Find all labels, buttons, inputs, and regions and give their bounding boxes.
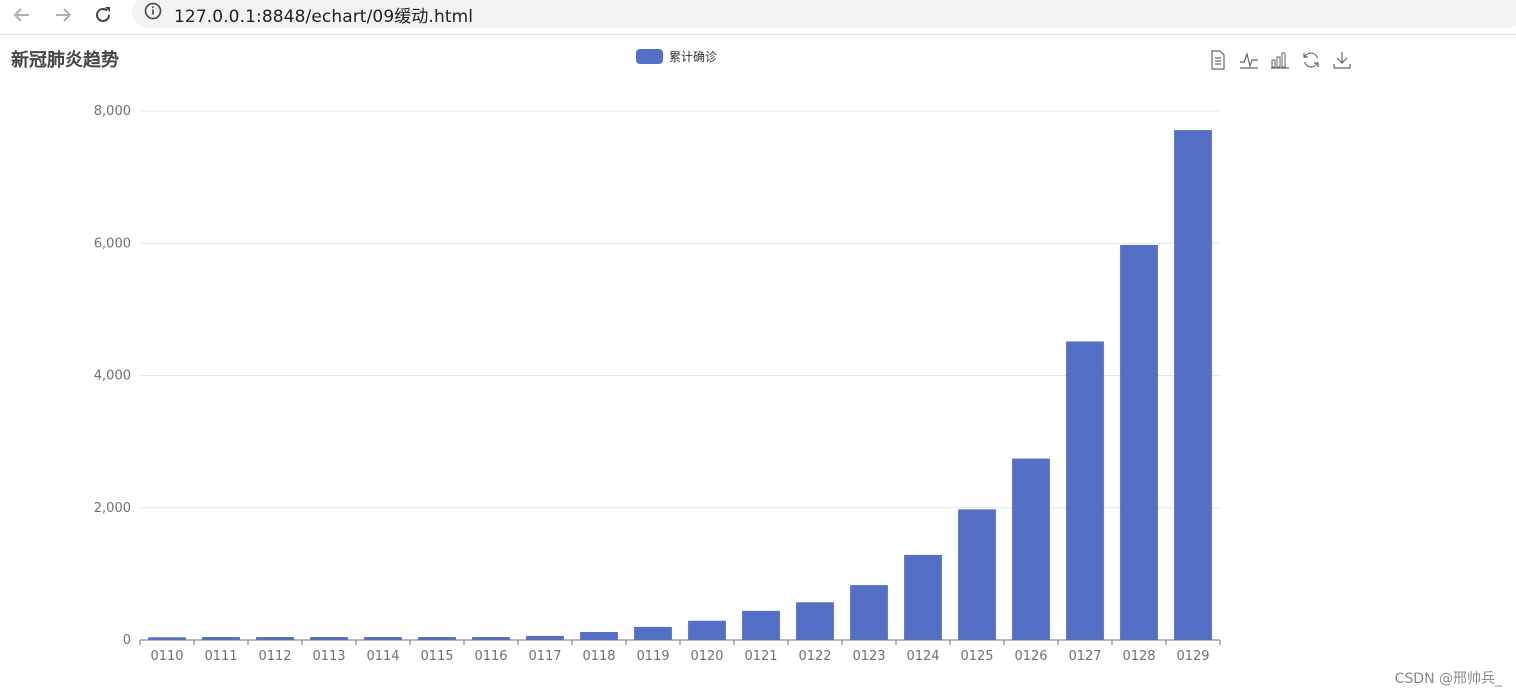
reload-icon[interactable] (90, 2, 116, 28)
bar[interactable] (850, 585, 888, 640)
bar[interactable] (364, 637, 402, 640)
x-tick-label: 0117 (528, 649, 561, 664)
y-tick-label: 4,000 (94, 369, 131, 384)
x-tick-label: 0115 (420, 649, 453, 664)
x-tick-label: 0120 (690, 649, 723, 664)
x-tick-label: 0112 (258, 649, 291, 664)
toolbox (1208, 50, 1352, 70)
line-chart-icon[interactable] (1239, 50, 1259, 70)
bar[interactable] (904, 554, 942, 640)
bar[interactable] (526, 635, 564, 640)
address-bar[interactable]: 127.0.0.1:8848/echart/09缓动.html (132, 0, 1516, 28)
bar[interactable] (742, 610, 780, 640)
x-tick-label: 0114 (366, 649, 399, 664)
save-image-icon[interactable] (1332, 50, 1352, 70)
bars (148, 130, 1212, 641)
browser-toolbar: 127.0.0.1:8848/echart/09缓动.html (0, 0, 1516, 35)
y-tick-label: 2,000 (94, 501, 131, 516)
y-tick-label: 6,000 (94, 236, 131, 251)
url-text[interactable]: 127.0.0.1:8848/echart/09缓动.html (174, 7, 474, 27)
x-tick-label: 0126 (1014, 649, 1047, 664)
bar[interactable] (256, 637, 294, 640)
bar[interactable] (688, 620, 726, 640)
bar[interactable] (472, 637, 510, 640)
bar[interactable] (1120, 244, 1158, 641)
restore-icon[interactable] (1301, 50, 1321, 70)
x-tick-label: 0128 (1122, 649, 1155, 664)
legend-swatch[interactable] (636, 49, 663, 64)
x-tick-label: 0113 (312, 649, 345, 664)
legend-label[interactable]: 累计确诊 (669, 50, 718, 64)
x-tick-label: 0119 (636, 649, 669, 664)
y-tick-label: 8,000 (94, 104, 131, 119)
data-view-icon[interactable] (1208, 50, 1228, 70)
info-icon[interactable] (144, 2, 162, 24)
x-tick-label: 0124 (906, 649, 939, 664)
bar[interactable] (796, 602, 834, 640)
grid-lines (140, 110, 1220, 509)
x-tick-label: 0118 (582, 649, 615, 664)
legend[interactable]: 累计确诊 (636, 48, 717, 65)
x-tick-label: 0116 (474, 649, 507, 664)
axes: 0 2,000 4,000 6,000 8,000 0110 0111 0112 0113 011… (94, 104, 1221, 664)
bar[interactable] (148, 637, 186, 640)
bar[interactable] (580, 631, 618, 640)
bar[interactable] (202, 637, 240, 640)
bar-chart-icon[interactable] (1270, 50, 1290, 70)
bar[interactable] (1012, 458, 1050, 640)
x-tick-label: 0110 (150, 649, 183, 664)
bar[interactable] (418, 637, 456, 640)
y-tick-label: 0 (123, 633, 131, 648)
bar[interactable] (1174, 130, 1212, 641)
chart-title: 新冠肺炎趋势 (11, 50, 119, 71)
bar[interactable] (634, 626, 672, 640)
x-tick-label: 0125 (960, 649, 993, 664)
x-tick-label: 0127 (1068, 649, 1101, 664)
x-tick-label: 0121 (744, 649, 777, 664)
forward-arrow-icon[interactable] (50, 2, 76, 28)
watermark: CSDN @邢帅兵_ (1394, 671, 1502, 687)
bar[interactable] (958, 509, 996, 640)
x-tick-label: 0111 (204, 649, 237, 664)
bar[interactable] (1066, 341, 1104, 640)
back-arrow-icon[interactable] (9, 2, 35, 28)
x-tick-label: 0123 (852, 649, 885, 664)
x-tick-label: 0129 (1176, 649, 1209, 664)
x-tick-label: 0122 (798, 649, 831, 664)
bar[interactable] (310, 637, 348, 640)
